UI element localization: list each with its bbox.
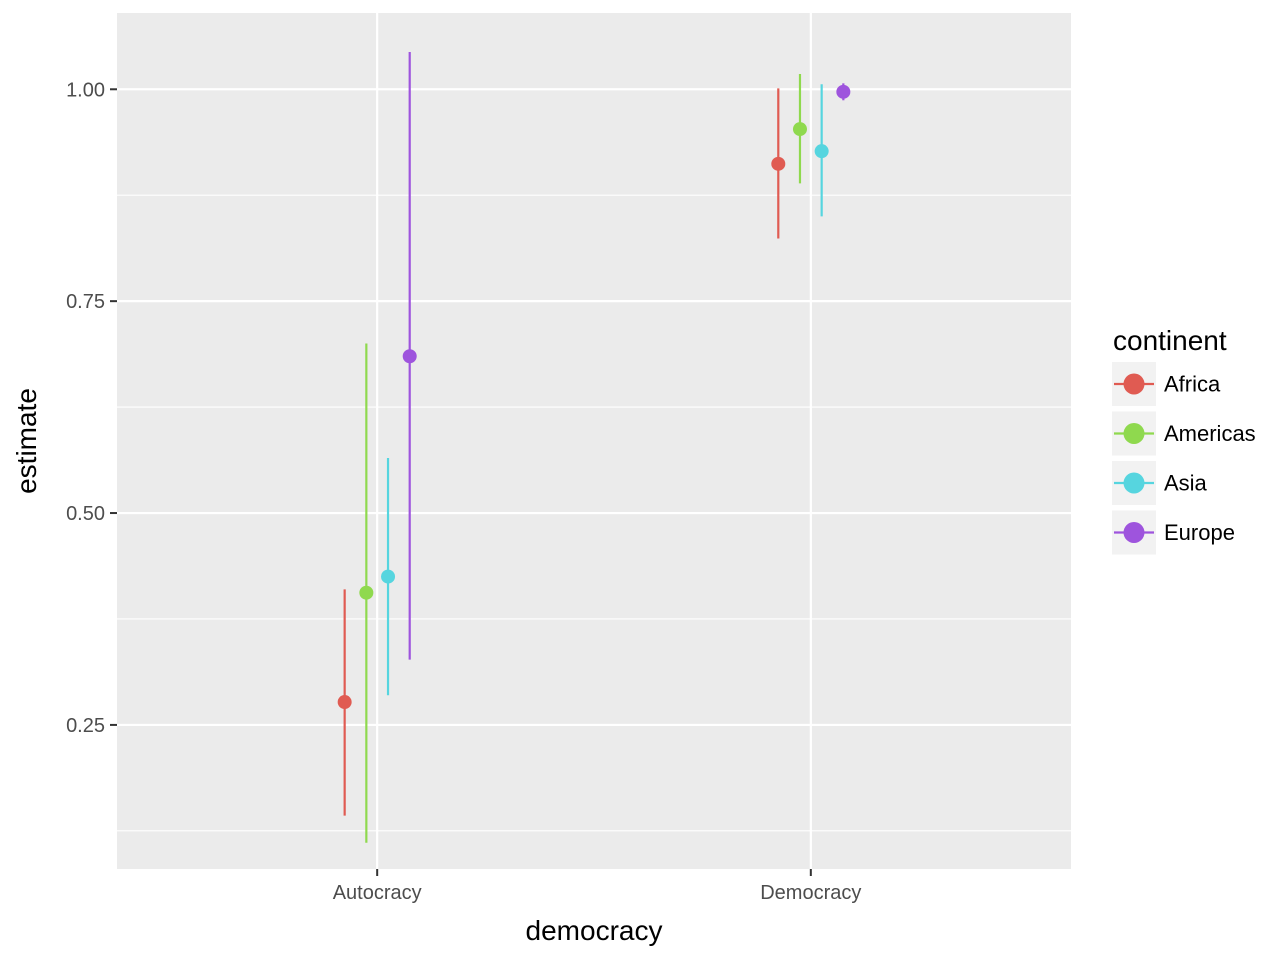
data-marks <box>337 51 851 843</box>
x-tick-label-1: Democracy <box>760 882 861 904</box>
point-africa-1 <box>771 156 786 171</box>
minor-gridlines <box>117 194 1071 832</box>
y-tick-label-0: 0.25 <box>66 715 105 737</box>
legend-key-point-americas <box>1123 423 1145 444</box>
point-asia-0 <box>381 569 396 584</box>
legend-label-europe: Europe <box>1164 520 1235 545</box>
y-tick-label-2: 0.75 <box>66 291 105 313</box>
legend-key-point-africa <box>1123 373 1145 395</box>
legend-title: continent <box>1113 325 1227 356</box>
x-axis-title: democracy <box>526 915 663 946</box>
legend-key-point-asia <box>1123 472 1145 494</box>
point-americas-0 <box>359 585 374 600</box>
legend-key-point-europe <box>1123 522 1145 543</box>
point-europe-0 <box>402 349 417 364</box>
major-gridlines <box>117 13 1071 869</box>
legend: continent Africa Americas Asia Europe <box>1112 325 1256 555</box>
x-tick-label-0: Autocracy <box>333 882 422 904</box>
legend-keys: Africa Americas Asia Europe <box>1112 362 1256 555</box>
legend-label-africa: Africa <box>1164 372 1221 397</box>
point-americas-1 <box>792 122 807 137</box>
y-tick-label-1: 0.50 <box>66 503 105 525</box>
point-africa-0 <box>337 695 352 710</box>
y-axis: 0.25 0.50 0.75 1.00 <box>66 79 117 737</box>
y-axis-title: estimate <box>11 388 42 494</box>
legend-label-americas: Americas <box>1164 421 1256 446</box>
point-asia-1 <box>814 144 829 159</box>
x-axis: Autocracy Democracy <box>333 869 861 904</box>
point-europe-1 <box>836 84 851 99</box>
plot-panel <box>117 13 1071 869</box>
y-tick-label-3: 1.00 <box>66 79 105 101</box>
legend-label-asia: Asia <box>1164 471 1208 496</box>
